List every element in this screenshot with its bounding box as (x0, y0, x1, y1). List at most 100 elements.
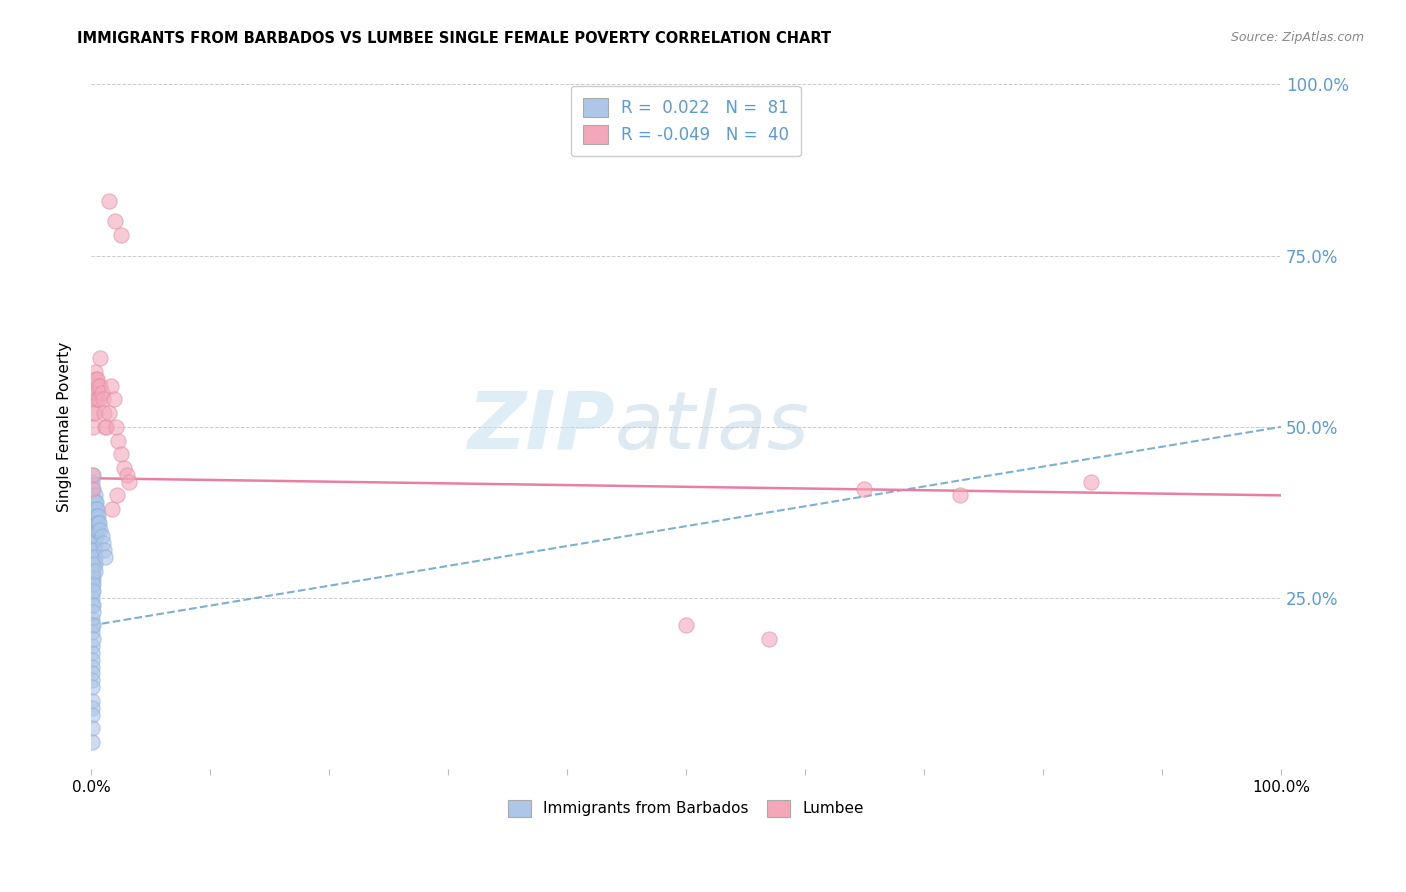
Point (675, 618, 697, 632)
Point (89, 378, 111, 392)
Point (82, 549, 104, 564)
Point (84, 392, 107, 407)
Point (83, 406, 105, 420)
Point (82, 475, 104, 489)
Point (82, 591, 104, 606)
Point (82, 570, 104, 584)
Point (83, 523, 105, 537)
Point (82, 529, 104, 543)
Point (83, 543, 105, 558)
Point (82, 707, 104, 722)
Text: Source: ZipAtlas.com: Source: ZipAtlas.com (1230, 31, 1364, 45)
Point (82, 735, 104, 749)
Point (82, 666, 104, 681)
Point (83, 385, 105, 400)
Point (93, 543, 115, 558)
Point (89, 351, 111, 366)
Point (82, 673, 104, 688)
Point (94, 420, 117, 434)
Point (82, 523, 104, 537)
Point (110, 447, 132, 461)
Point (82, 694, 104, 708)
Point (82, 557, 104, 571)
Point (84, 516, 107, 530)
Point (83, 488, 105, 502)
Point (83, 549, 105, 564)
Point (82, 625, 104, 640)
Point (87, 523, 110, 537)
Point (82, 502, 104, 516)
Text: atlas: atlas (614, 388, 810, 466)
Point (82, 653, 104, 667)
Point (82, 605, 104, 619)
Point (82, 577, 104, 591)
Point (93, 406, 115, 420)
Point (82, 523, 104, 537)
Point (83, 516, 105, 530)
Point (87, 516, 110, 530)
Point (82, 543, 104, 558)
Point (83, 564, 105, 578)
Point (91, 392, 114, 407)
Point (115, 467, 138, 482)
Point (105, 488, 128, 502)
Point (110, 228, 132, 243)
Point (82, 482, 104, 496)
Point (107, 434, 129, 448)
Point (118, 475, 141, 489)
Point (82, 646, 104, 660)
Point (82, 721, 104, 735)
Point (103, 392, 125, 407)
Point (83, 508, 105, 523)
Point (86, 523, 108, 537)
Point (758, 632, 780, 647)
Point (82, 598, 104, 612)
Point (97, 406, 120, 420)
Point (82, 385, 104, 400)
Point (84, 502, 107, 516)
Text: IMMIGRANTS FROM BARBADOS VS LUMBEE SINGLE FEMALE POVERTY CORRELATION CHART: IMMIGRANTS FROM BARBADOS VS LUMBEE SINGL… (77, 31, 831, 46)
Point (82, 467, 104, 482)
Point (82, 639, 104, 653)
Point (83, 365, 105, 379)
Point (82, 420, 104, 434)
Point (82, 598, 104, 612)
Point (853, 482, 876, 496)
Point (86, 502, 108, 516)
Point (86, 508, 108, 523)
Point (83, 502, 105, 516)
Point (84, 529, 107, 543)
Point (97, 194, 120, 208)
Point (82, 570, 104, 584)
Point (112, 461, 135, 475)
Point (82, 700, 104, 714)
Point (84, 495, 107, 509)
Point (82, 618, 104, 632)
Point (83, 529, 105, 543)
Point (82, 467, 104, 482)
Point (90, 529, 112, 543)
Point (82, 529, 104, 543)
Point (89, 392, 111, 407)
Point (100, 378, 122, 392)
Point (86, 392, 108, 407)
Point (82, 618, 104, 632)
Point (82, 680, 104, 694)
Point (96, 420, 118, 434)
Point (82, 584, 104, 599)
Point (82, 495, 104, 509)
Point (82, 482, 104, 496)
Point (87, 378, 110, 392)
Point (86, 516, 108, 530)
Point (82, 406, 104, 420)
Point (82, 557, 104, 571)
Point (82, 564, 104, 578)
Point (84, 372, 107, 386)
Point (84, 523, 107, 537)
Point (82, 584, 104, 599)
Point (90, 385, 112, 400)
Point (89, 516, 111, 530)
Point (82, 502, 104, 516)
Point (82, 488, 104, 502)
Y-axis label: Single Female Poverty: Single Female Poverty (58, 342, 72, 512)
